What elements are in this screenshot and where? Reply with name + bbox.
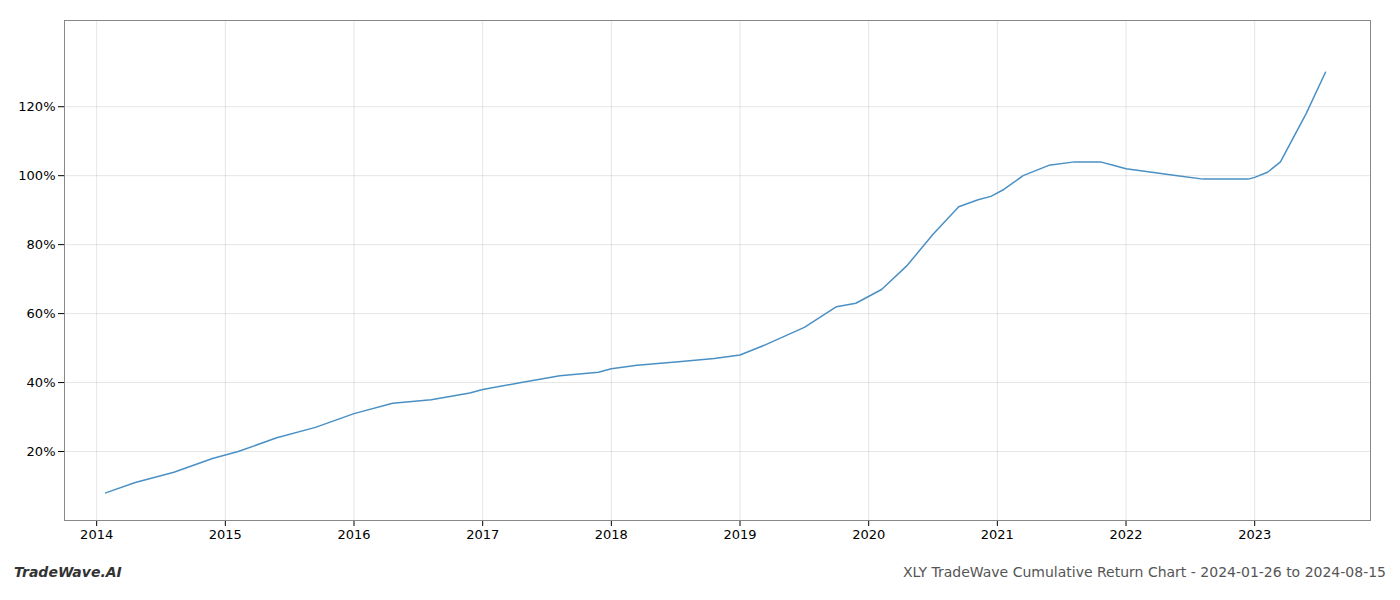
svg-text:80%: 80% (27, 237, 56, 252)
svg-text:2014: 2014 (80, 527, 113, 542)
html-text:XLY TradeWave Cumulative Retur: XLY TradeWave Cumulative Return Chart - … (902, 564, 1386, 580)
svg-text:2017: 2017 (466, 527, 499, 542)
svg-text:2018: 2018 (595, 527, 628, 542)
svg-text:2023: 2023 (1238, 527, 1271, 542)
svg-text:120%: 120% (18, 99, 55, 114)
svg-text:2021: 2021 (981, 527, 1014, 542)
svg-text:2015: 2015 (209, 527, 242, 542)
svg-text:100%: 100% (18, 168, 55, 183)
svg-text:2020: 2020 (852, 527, 885, 542)
html-text:TradeWave.AI: TradeWave.AI (14, 564, 122, 580)
svg-text:40%: 40% (27, 375, 56, 390)
svg-text:2022: 2022 (1109, 527, 1142, 542)
svg-text:2019: 2019 (723, 527, 756, 542)
svg-text:20%: 20% (27, 444, 56, 459)
svg-text:60%: 60% (27, 306, 56, 321)
svg-text:2016: 2016 (337, 527, 370, 542)
